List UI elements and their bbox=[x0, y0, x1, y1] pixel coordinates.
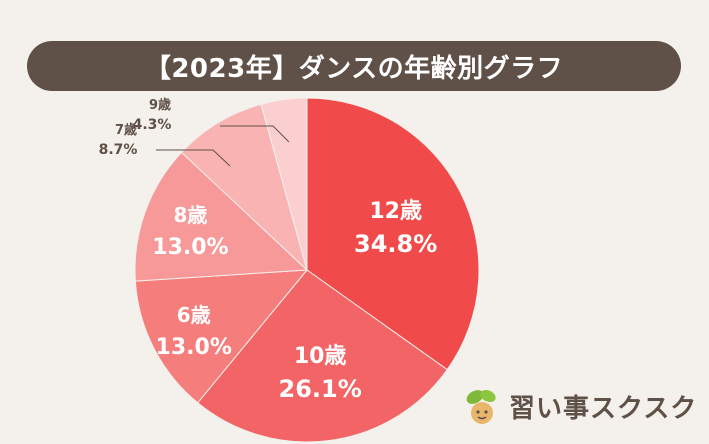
slice-percent-label: 13.0% bbox=[156, 335, 232, 360]
pie-slice-8歳 bbox=[134, 151, 309, 282]
chart-title-banner: 【2023年】ダンスの年齢別グラフ bbox=[27, 41, 681, 91]
leader-line bbox=[156, 149, 231, 167]
slice-label: 6歳 bbox=[177, 303, 211, 327]
sprout-mascot-icon bbox=[466, 389, 496, 424]
brand-logo: 習い事スクスク bbox=[461, 384, 697, 428]
pie-slice-6歳 bbox=[134, 269, 309, 404]
slice-percent-label: 8.7% bbox=[99, 142, 138, 158]
slice-label: 9歳 bbox=[149, 97, 171, 113]
slice-percent-label: 26.1% bbox=[279, 375, 362, 403]
leader-line bbox=[220, 125, 290, 143]
pie-slice-10歳 bbox=[196, 269, 448, 443]
slice-label: 12歳 bbox=[369, 199, 422, 224]
slice-percent-label: 4.3% bbox=[133, 117, 172, 133]
brand-name: 習い事スクスク bbox=[509, 393, 698, 424]
slice-label: 8歳 bbox=[173, 203, 207, 227]
pie-slice-12歳 bbox=[306, 97, 480, 371]
slice-percent-label: 13.0% bbox=[152, 235, 228, 260]
slice-label: 7歳 bbox=[115, 122, 137, 138]
pie-slice-9歳 bbox=[260, 97, 308, 271]
chart-title: 【2023年】ダンスの年齢別グラフ bbox=[144, 53, 564, 84]
pie-slice-7歳 bbox=[180, 103, 308, 272]
slice-label: 10歳 bbox=[294, 344, 347, 369]
slice-percent-label: 34.8% bbox=[354, 230, 437, 258]
